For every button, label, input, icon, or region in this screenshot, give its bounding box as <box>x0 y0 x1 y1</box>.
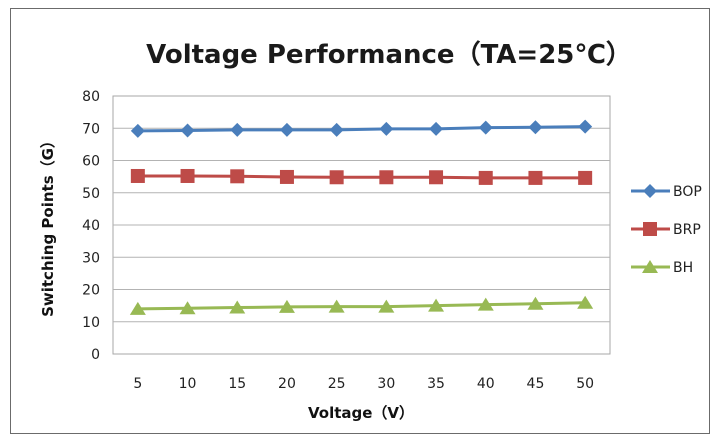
legend-label: BOP <box>673 184 702 200</box>
data-point <box>230 122 245 137</box>
series-line <box>137 301 586 311</box>
data-point <box>278 299 295 313</box>
data-point <box>378 299 395 313</box>
data-point <box>577 295 594 309</box>
data-point <box>527 296 544 310</box>
data-point <box>578 170 593 185</box>
x-tick-label: 10 <box>179 376 197 392</box>
legend-marker <box>643 222 657 236</box>
legend: BOP BRP BH <box>631 184 702 276</box>
grid-lines <box>113 127 610 323</box>
data-point <box>428 298 445 312</box>
data-point <box>578 119 593 134</box>
data-point <box>279 169 294 184</box>
data-point <box>180 123 195 138</box>
series-bop <box>130 119 593 138</box>
x-tick-label: 40 <box>477 376 495 392</box>
y-tick-label: 40 <box>82 218 100 234</box>
legend-label: BRP <box>673 222 701 238</box>
data-point <box>478 120 493 135</box>
chart-frame <box>10 8 710 434</box>
y-tick-label: 30 <box>82 250 100 266</box>
y-tick-label: 50 <box>82 186 100 202</box>
series-bh <box>129 295 594 315</box>
y-tick-label: 0 <box>91 347 100 363</box>
legend-item-bop: BOP <box>631 184 702 200</box>
data-point <box>180 168 195 183</box>
series-line <box>137 125 586 133</box>
x-tick-label: 15 <box>228 376 246 392</box>
data-point <box>130 168 145 183</box>
data-point <box>329 122 344 137</box>
data-point <box>279 122 294 137</box>
y-tick-label: 60 <box>82 154 100 170</box>
x-tick-label: 25 <box>328 376 346 392</box>
x-tick-label: 30 <box>377 376 395 392</box>
x-tick-label: 50 <box>576 376 594 392</box>
x-axis-label: Voltage（V） <box>308 404 414 422</box>
data-point <box>229 300 246 314</box>
data-point <box>379 170 394 185</box>
data-point <box>528 120 543 135</box>
data-point <box>379 121 394 136</box>
series-line <box>137 174 586 180</box>
x-tick-label: 45 <box>527 376 545 392</box>
legend-item-brp: BRP <box>631 222 701 238</box>
data-point <box>230 169 245 184</box>
data-point <box>478 170 493 185</box>
series-brp <box>130 168 593 185</box>
data-point <box>328 299 345 313</box>
x-tick-label: 35 <box>427 376 445 392</box>
data-point <box>429 170 444 185</box>
y-tick-label: 70 <box>82 121 100 137</box>
y-tick-label: 20 <box>82 283 100 299</box>
x-tick-label: 20 <box>278 376 296 392</box>
data-point <box>477 297 494 311</box>
data-point <box>130 123 145 138</box>
legend-marker <box>643 184 657 198</box>
legend-marker <box>642 260 658 273</box>
y-axis-label: Switching Points（G） <box>39 133 57 317</box>
y-axis-ticks: 0 10 20 30 40 50 60 70 80 <box>82 89 100 363</box>
data-point <box>329 170 344 185</box>
x-tick-label: 5 <box>133 376 142 392</box>
legend-item-bh: BH <box>631 260 693 276</box>
data-point <box>528 170 543 185</box>
x-axis-ticks: 5 10 15 20 25 30 35 40 45 50 <box>133 376 594 392</box>
series-group <box>129 119 594 315</box>
y-tick-label: 80 <box>82 89 100 105</box>
y-tick-label: 10 <box>82 315 100 331</box>
data-point <box>429 121 444 136</box>
legend-label: BH <box>673 260 693 276</box>
chart-title: Voltage Performance（TA=25℃） <box>146 40 632 70</box>
data-point <box>129 301 146 315</box>
data-point <box>179 301 196 315</box>
